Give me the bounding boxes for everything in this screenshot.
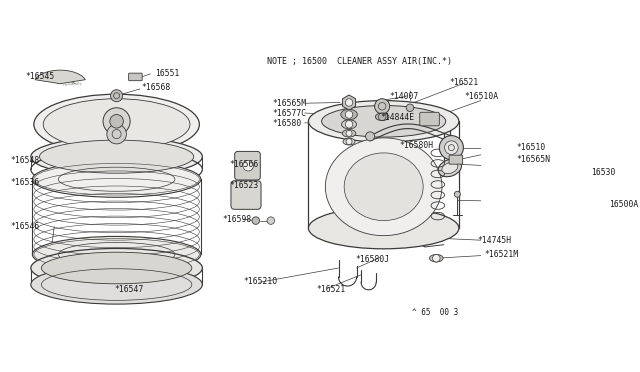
Ellipse shape [325, 138, 442, 235]
Text: *16566: *16566 [230, 160, 259, 169]
Text: *16565N: *16565N [516, 155, 550, 164]
Text: *16580: *16580 [273, 119, 301, 128]
Text: *16565M: *16565M [273, 99, 307, 108]
Text: *16580H: *16580H [399, 141, 433, 150]
Text: 16551: 16551 [155, 70, 179, 78]
Circle shape [439, 136, 463, 160]
Circle shape [406, 104, 413, 112]
Text: *16521M: *16521M [484, 250, 518, 259]
Text: *14745H: *14745H [477, 237, 512, 246]
Circle shape [346, 121, 353, 128]
Ellipse shape [308, 208, 459, 249]
Ellipse shape [31, 137, 202, 176]
Polygon shape [342, 95, 356, 110]
FancyBboxPatch shape [449, 155, 463, 164]
Ellipse shape [31, 248, 202, 288]
Circle shape [346, 139, 352, 145]
Circle shape [103, 108, 130, 135]
Ellipse shape [442, 162, 458, 174]
Circle shape [374, 99, 390, 114]
Text: 16500A: 16500A [609, 199, 639, 209]
Circle shape [346, 130, 352, 137]
FancyBboxPatch shape [129, 73, 142, 81]
Ellipse shape [33, 236, 201, 273]
Text: *16568: *16568 [141, 83, 171, 92]
Circle shape [243, 160, 253, 171]
Text: *14007: *14007 [390, 92, 419, 101]
Ellipse shape [342, 120, 356, 129]
Circle shape [445, 141, 458, 154]
Ellipse shape [340, 109, 357, 120]
Ellipse shape [429, 254, 443, 262]
Circle shape [110, 115, 124, 128]
Text: ^ 65  00 3: ^ 65 00 3 [412, 308, 458, 317]
Text: *16521: *16521 [450, 78, 479, 87]
Circle shape [346, 99, 353, 106]
Text: *16521O: *16521O [243, 277, 277, 286]
Ellipse shape [342, 129, 356, 137]
Polygon shape [35, 70, 85, 84]
FancyBboxPatch shape [235, 151, 260, 180]
Ellipse shape [308, 100, 459, 142]
Circle shape [454, 191, 460, 197]
Text: Hardbody: Hardbody [63, 81, 83, 87]
Ellipse shape [40, 140, 194, 173]
Ellipse shape [31, 265, 202, 304]
FancyBboxPatch shape [231, 181, 261, 209]
Ellipse shape [376, 113, 389, 121]
Text: *16521: *16521 [316, 285, 345, 294]
Ellipse shape [343, 138, 355, 145]
Text: *16510: *16510 [516, 143, 545, 152]
Text: *16598: *16598 [223, 215, 252, 224]
Circle shape [433, 254, 440, 262]
Text: *14844E: *14844E [381, 113, 415, 122]
Circle shape [111, 90, 123, 102]
Text: *16523: *16523 [230, 181, 259, 190]
Circle shape [252, 217, 260, 224]
Text: NOTE ; 16500  CLEANER ASSY AIR(INC.*): NOTE ; 16500 CLEANER ASSY AIR(INC.*) [267, 57, 452, 66]
Text: *16545: *16545 [26, 72, 55, 81]
Ellipse shape [34, 94, 199, 154]
FancyBboxPatch shape [420, 112, 439, 126]
Ellipse shape [33, 161, 201, 197]
Ellipse shape [42, 252, 192, 284]
Text: 16530: 16530 [591, 168, 616, 177]
Text: *16546: *16546 [10, 222, 40, 231]
Text: *16580J: *16580J [355, 255, 389, 264]
Ellipse shape [44, 99, 190, 150]
Ellipse shape [438, 159, 461, 177]
Text: *16510A: *16510A [465, 92, 499, 101]
Circle shape [365, 132, 374, 141]
Circle shape [346, 111, 353, 118]
Text: *16536: *16536 [10, 179, 40, 187]
Ellipse shape [344, 153, 423, 221]
Ellipse shape [321, 106, 445, 137]
Text: *16547: *16547 [115, 285, 143, 294]
Text: *16548: *16548 [10, 156, 40, 165]
Circle shape [107, 124, 126, 144]
Text: *16577C: *16577C [273, 109, 307, 118]
Circle shape [267, 217, 275, 224]
